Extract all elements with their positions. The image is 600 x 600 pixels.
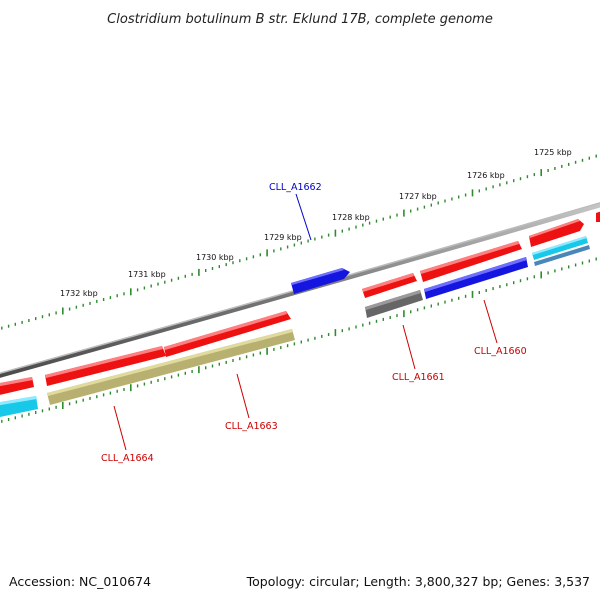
gene-label-cll-a1661[interactable]: CLL_A1661: [392, 372, 445, 383]
gene-arrow[interactable]: [596, 211, 600, 222]
genome-summary-text: Topology: circular; Length: 3,800,327 bp…: [246, 574, 590, 589]
tick-label: 1725 kbp: [534, 148, 572, 157]
gene-label-cll-a1663[interactable]: CLL_A1663: [225, 421, 278, 432]
tick-label: 1731 kbp: [128, 270, 166, 279]
gene-cll-a1663[interactable]: [47, 329, 295, 405]
gene-arrow[interactable]: [0, 396, 38, 418]
gene-labels: CLL_A1662 CLL_A1660 CLL_A1661 CLL_A1663 …: [101, 182, 527, 464]
accession-text: Accession: NC_010674: [9, 574, 151, 589]
map-title: Clostridium botulinum B str. Eklund 17B,…: [107, 12, 493, 27]
tick-labels: 1725 kbp 1726 kbp 1727 kbp 1728 kbp 1729…: [60, 148, 572, 298]
tick-label: 1730 kbp: [196, 253, 234, 262]
gene-cll-a1662[interactable]: [291, 268, 350, 294]
gene-label-cll-a1664[interactable]: CLL_A1664: [101, 453, 154, 464]
gene-arrow[interactable]: [534, 245, 590, 266]
gene-arrow[interactable]: [532, 236, 588, 260]
gene-arrow[interactable]: [0, 377, 34, 396]
reverse-strand-genes: [0, 211, 600, 418]
tick-label: 1728 kbp: [332, 213, 370, 222]
gene-cll-a1664-red[interactable]: [45, 346, 166, 386]
outer-tick-ring: [1, 154, 597, 330]
tick-label: 1732 kbp: [60, 289, 98, 298]
gene-label-cll-a1662[interactable]: CLL_A1662: [269, 182, 322, 193]
gene-cll-a1660[interactable]: [424, 257, 528, 299]
tick-label: 1726 kbp: [467, 171, 505, 180]
inner-tick-ring: [1, 257, 597, 423]
gene-label-cll-a1660[interactable]: CLL_A1660: [474, 346, 527, 357]
tick-label: 1729 kbp: [264, 233, 302, 242]
gene-cll-a1660-red[interactable]: [420, 241, 522, 282]
label-leaders: [113, 193, 498, 451]
gene-cll-a1661[interactable]: [365, 290, 423, 318]
gene-cll-a1663-red[interactable]: [164, 311, 291, 357]
tick-label: 1727 kbp: [399, 192, 437, 201]
gene-cll-a1661-red[interactable]: [362, 273, 417, 298]
gene-arrow[interactable]: [529, 219, 584, 247]
forward-strand-genes: [291, 268, 350, 294]
